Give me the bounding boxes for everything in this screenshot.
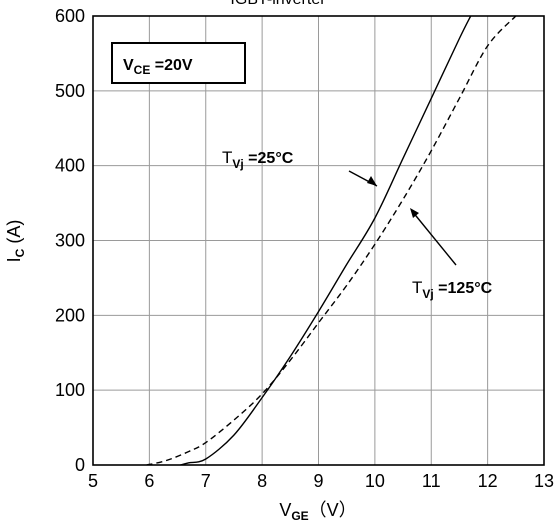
x-tick-label: 10: [365, 471, 385, 491]
y-tick-label: 400: [55, 156, 85, 176]
series-layer: [146, 15, 517, 466]
x-tick-label: 12: [478, 471, 498, 491]
condition-box-text: VCE =20V: [123, 57, 193, 77]
x-tick-label: 7: [201, 471, 211, 491]
svg-text:TVj =25°C: TVj =25°C: [222, 148, 294, 171]
x-tick-label: 6: [144, 471, 154, 491]
y-tick-label: 500: [55, 81, 85, 101]
arrow-125C: [411, 210, 457, 266]
x-tick-label: 11: [422, 471, 441, 491]
series-label-25C: TVj =25°C: [222, 148, 378, 187]
y-tick-label: 100: [55, 380, 85, 400]
plot-frame: [92, 15, 545, 466]
arrowhead-25C: [367, 176, 377, 186]
x-tick-label: 9: [313, 471, 323, 491]
x-axis-label: VGE（V）: [279, 500, 356, 523]
series-line-25C: [180, 15, 472, 466]
y-tick-label: 300: [55, 231, 85, 251]
x-tick-label: 13: [534, 471, 554, 491]
x-tick-label: 5: [88, 471, 98, 491]
svg-text:TVj =125°C: TVj =125°C: [412, 278, 493, 301]
y-tick-label: 200: [55, 305, 85, 325]
arrowhead-125C: [410, 208, 419, 218]
tick-labels: 5 6 7 8 9 10 11 12 13 0 100 200 300 400 500 600: [55, 6, 554, 491]
condition-box: VCE =20V: [111, 42, 246, 84]
y-tick-label: 600: [55, 6, 85, 26]
series-label-125C: TVj =125°C: [410, 208, 493, 301]
chart-title: IGBT-inverter: [230, 0, 326, 8]
x-tick-label: 8: [257, 471, 267, 491]
y-tick-label: 0: [75, 455, 85, 475]
y-axis-label: IC (A): [4, 220, 27, 263]
grid-lines: [93, 16, 544, 465]
